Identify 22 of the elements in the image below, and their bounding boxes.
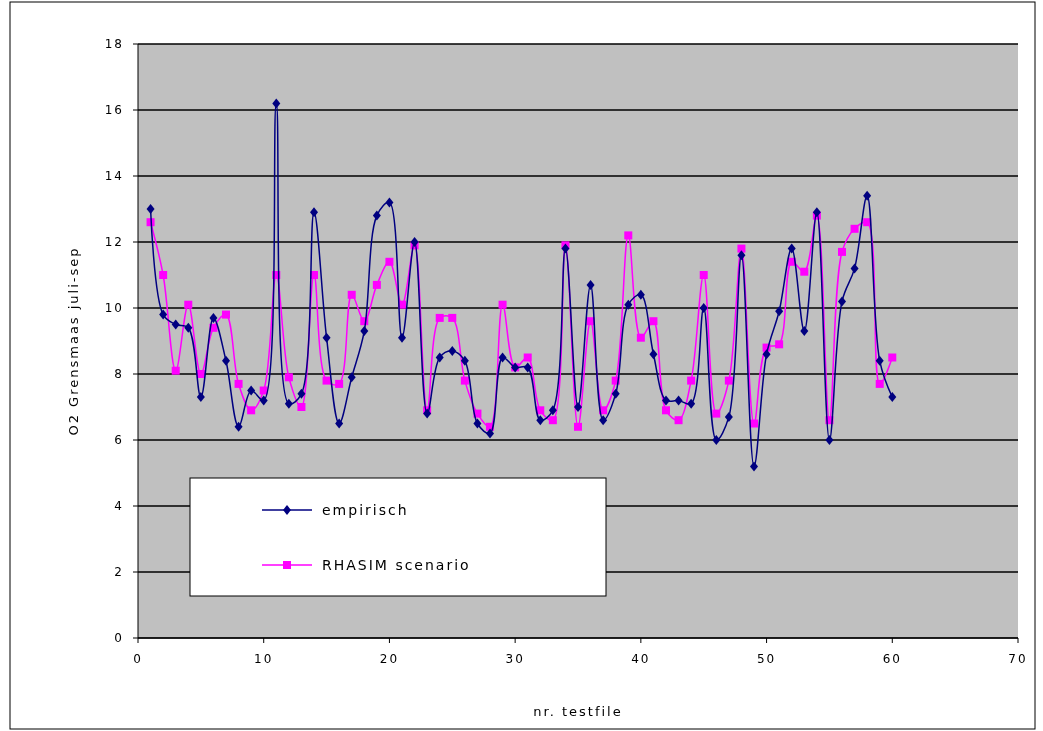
y-tick-label: 0	[114, 631, 124, 646]
x-tick-label: 30	[505, 652, 525, 666]
y-tick-label: 6	[114, 433, 124, 448]
x-tick-label: 40	[631, 652, 651, 666]
y-tick-label: 4	[114, 499, 124, 514]
y-tick-label: 12	[104, 235, 124, 250]
x-tick-label: 10	[254, 652, 274, 666]
x-tick-label: 20	[379, 652, 400, 666]
legend-label: empirisch	[322, 501, 409, 518]
y-tick-label: 8	[114, 367, 124, 382]
y-axis-title: O2 Grensmaas juli-sep	[66, 246, 81, 436]
y-tick-label: 14	[104, 169, 124, 184]
y-tick-label: 16	[104, 103, 124, 118]
y-tick-label: 18	[104, 37, 124, 52]
x-axis-title: nr. testfile	[533, 704, 623, 719]
y-tick-label: 10	[104, 301, 124, 316]
legend-label: RHASIM scenario	[322, 556, 471, 573]
y-tick-label: 2	[114, 565, 124, 580]
x-tick-label: 70	[1008, 652, 1028, 666]
x-tick-label: 0	[133, 652, 143, 666]
x-tick-label: 60	[882, 652, 902, 666]
x-tick-label: 50	[756, 652, 777, 666]
